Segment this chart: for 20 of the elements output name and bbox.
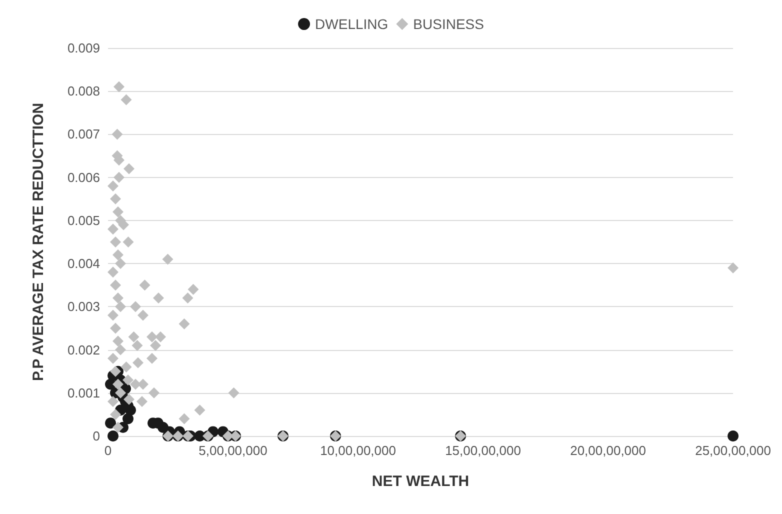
- y-tick-label: 0.003: [67, 299, 100, 314]
- y-tick-label: 0.004: [67, 256, 100, 272]
- x-tick-label: 20,00,00,000: [570, 443, 646, 458]
- x-axis-title: NET WEALTH: [372, 473, 470, 490]
- y-tick-label: 0.007: [67, 126, 100, 142]
- y-tick-label: 0.009: [67, 40, 100, 56]
- y-tick-label: 0.002: [67, 342, 100, 358]
- y-tick-label: 0.008: [67, 84, 100, 99]
- y-tick-label: 0.001: [67, 385, 100, 400]
- y-tick-label: 0: [92, 428, 100, 444]
- y-tick-label: 0.005: [67, 212, 100, 228]
- legend-label: DWELLING: [315, 16, 388, 32]
- x-tick-label: 10,00,00,000: [320, 443, 396, 458]
- x-tick-label: 5,00,00,000: [198, 443, 268, 458]
- x-tick-label: 25,00,00,000: [695, 443, 771, 458]
- y-tick-label: 0.006: [67, 170, 100, 185]
- x-tick-label: 0: [104, 443, 112, 458]
- legend-label: BUSINESS: [413, 16, 484, 32]
- x-tick-label: 15,00,00,000: [445, 443, 521, 458]
- y-axis-title: P.P AVERAGE TAX RATE REDUCTTION: [30, 102, 47, 382]
